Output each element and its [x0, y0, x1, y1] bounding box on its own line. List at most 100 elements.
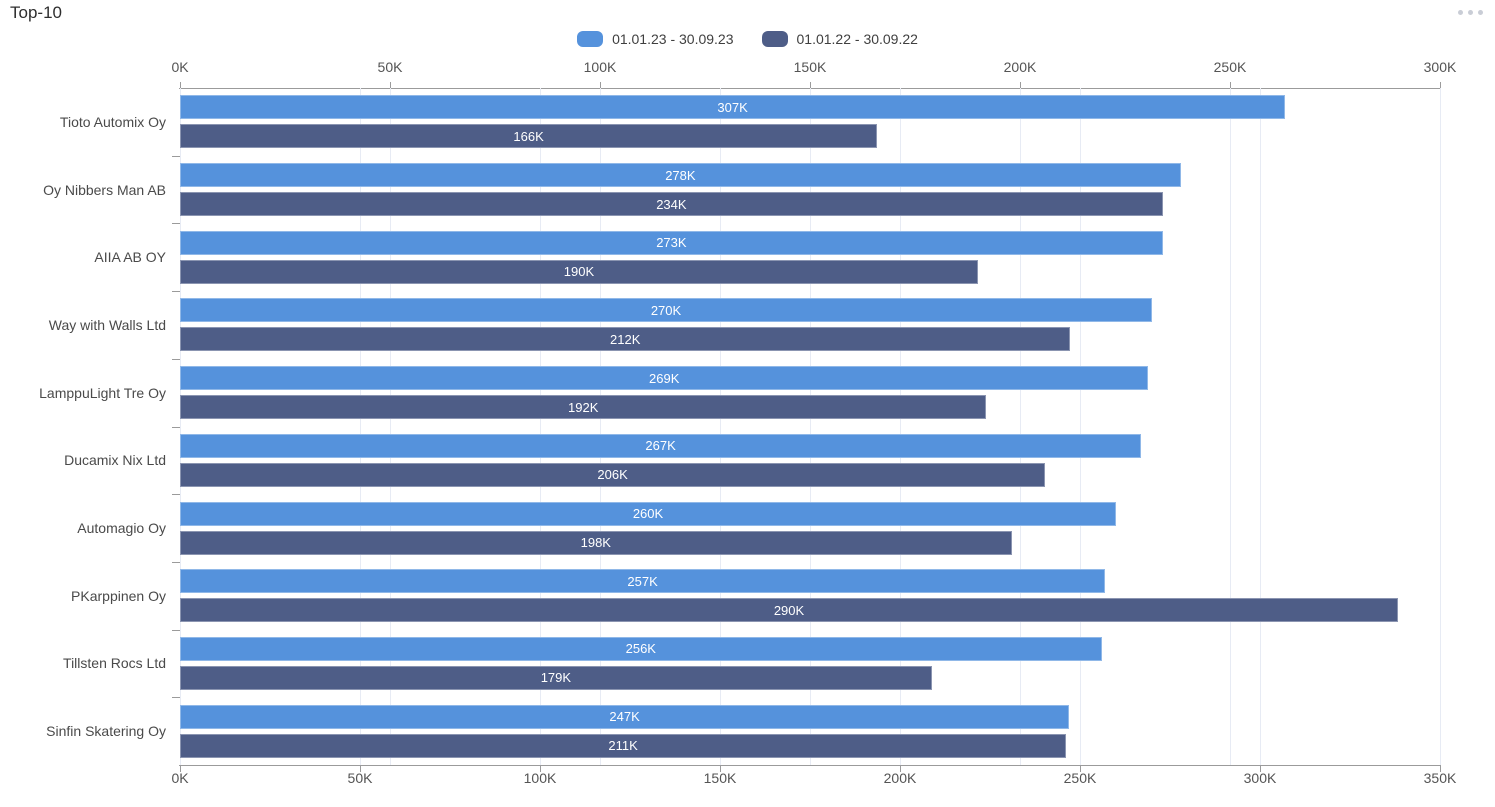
bottom-axis-tick [1260, 766, 1261, 772]
plot-area: 307K 166K 278K 234K 273K 190K 270K 212K 269K 192K… [180, 88, 1441, 765]
chart-row: 273K 190K [180, 223, 1440, 291]
bar-series-1[interactable]: 260K [180, 501, 1116, 526]
bar-series-1[interactable]: 278K [180, 163, 1181, 188]
legend-label: 01.01.23 - 30.09.23 [612, 31, 734, 47]
bottom-axis-line [179, 765, 1441, 766]
gridline-bottom-axis [360, 88, 361, 765]
chart-row: 247K 211K [180, 697, 1440, 765]
category-label: Tillsten Rocs Ltd [63, 655, 166, 672]
bottom-axis-tick [180, 766, 181, 772]
legend-item-series-1[interactable]: 01.01.23 - 30.09.23 [577, 31, 734, 47]
top-axis-tick-label: 300K [1423, 59, 1457, 75]
bottom-axis-tick [900, 766, 901, 772]
category-axis-tick [172, 494, 180, 496]
chart-row: 260K 198K [180, 494, 1440, 562]
bottom-axis-tick-label: 0K [171, 770, 189, 786]
category-axis-tick [172, 697, 180, 699]
category-label: LamppuLight Tre Oy [39, 384, 166, 401]
bottom-axis-tick [1440, 766, 1441, 772]
gridline-bottom-axis [540, 88, 541, 765]
gridlines-layer [180, 88, 1441, 765]
chart-row: 269K 192K [180, 359, 1440, 427]
bar-value-label: 166K [513, 128, 544, 144]
bar-series-2[interactable]: 211K [180, 733, 1067, 758]
bar-value-label: 247K [609, 709, 640, 725]
category-label: Oy Nibbers Man AB [43, 181, 166, 198]
bar-series-1[interactable]: 257K [180, 569, 1106, 594]
bar-value-label: 206K [597, 467, 628, 483]
bar-series-2[interactable]: 179K [180, 665, 932, 690]
bottom-axis-tick-label: 300K [1243, 770, 1277, 786]
gridline-top-axis [810, 88, 811, 765]
bar-series-2[interactable]: 234K [180, 192, 1163, 217]
bottom-axis-tick [540, 766, 541, 772]
bar-series-1[interactable]: 256K [180, 636, 1102, 661]
top-axis-tick-label: 200K [1003, 59, 1037, 75]
gridline-top-axis [1230, 88, 1231, 765]
bar-series-1[interactable]: 307K [180, 95, 1286, 120]
legend-item-series-2[interactable]: 01.01.22 - 30.09.22 [761, 31, 918, 47]
legend-swatch [577, 31, 604, 47]
widget-title: Top-10 [10, 3, 62, 22]
bar-series-2[interactable]: 192K [180, 395, 987, 420]
category-label: PKarppinen Oy [71, 587, 166, 604]
top-axis-tick [180, 82, 181, 88]
gridline-top-axis [390, 88, 391, 765]
bar-value-label: 212K [610, 331, 641, 347]
bar-series-2[interactable]: 290K [180, 598, 1398, 623]
gridline-bottom-axis [1080, 88, 1081, 765]
ellipsis-icon [1468, 10, 1473, 15]
bar-value-label: 256K [625, 641, 656, 657]
top-axis-tick [600, 82, 601, 88]
bar-value-label: 198K [580, 535, 611, 551]
bar-value-label: 307K [717, 99, 748, 115]
category-axis-tick [172, 291, 180, 293]
bar-value-label: 270K [650, 302, 682, 318]
bar-value-label: 267K [645, 438, 676, 454]
gridline-bottom-axis [900, 88, 901, 765]
top-axis-tick-label: 50K [377, 59, 403, 75]
bar-series-1[interactable]: 247K [180, 704, 1070, 729]
category-label: AIIA AB OY [94, 249, 166, 266]
category-axis-tick [172, 223, 180, 225]
chart-row: 270K 212K [180, 291, 1440, 359]
bar-series-1[interactable]: 269K [180, 366, 1149, 391]
chart-row: 307K 166K [180, 88, 1440, 156]
bar-series-2[interactable]: 206K [180, 462, 1046, 487]
bar-value-label: 278K [665, 167, 696, 183]
bar-value-label: 290K [773, 602, 805, 618]
bar-series-2[interactable]: 212K [180, 327, 1071, 352]
bar-series-1[interactable]: 267K [180, 433, 1142, 458]
category-axis-tick [172, 358, 180, 360]
bar-series-2[interactable]: 190K [180, 259, 978, 284]
bar-series-2[interactable]: 198K [180, 530, 1012, 555]
bar-series-1[interactable]: 273K [180, 230, 1163, 255]
bottom-axis-tick [360, 766, 361, 772]
bar-series-2[interactable]: 166K [180, 124, 878, 149]
category-axis-tick [172, 561, 180, 563]
category-label: Way with Walls Ltd [48, 316, 166, 333]
bar-value-label: 179K [540, 670, 572, 686]
bar-value-label: 211K [608, 738, 638, 754]
more-options-button[interactable] [1455, 7, 1486, 18]
bottom-axis-tick [1080, 766, 1081, 772]
chart-row: 257K 290K [180, 562, 1440, 630]
category-label: Sinfin Skatering Oy [46, 723, 166, 740]
chart-row: 267K 206K [180, 427, 1440, 495]
top-axis-tick [810, 82, 811, 88]
category-label: Ducamix Nix Ltd [64, 452, 166, 469]
category-label: Tioto Automix Oy [59, 113, 166, 130]
bottom-axis-tick-label: 50K [347, 770, 373, 786]
category-axis-tick [172, 426, 180, 428]
top-axis-tick [1230, 82, 1231, 88]
top-axis-tick [1440, 82, 1441, 88]
gridline-bottom-axis [1440, 88, 1441, 765]
gridline-top-axis [600, 88, 601, 765]
gridline-bottom-axis [180, 88, 181, 765]
bars-layer: 307K 166K 278K 234K 273K 190K 270K 212K 269K 192K… [180, 88, 1440, 765]
bar-value-label: 273K [656, 235, 687, 251]
bar-series-1[interactable]: 270K [180, 298, 1152, 323]
ellipsis-icon [1458, 10, 1463, 15]
legend-swatch [761, 31, 788, 47]
gridline-top-axis [1020, 88, 1021, 765]
